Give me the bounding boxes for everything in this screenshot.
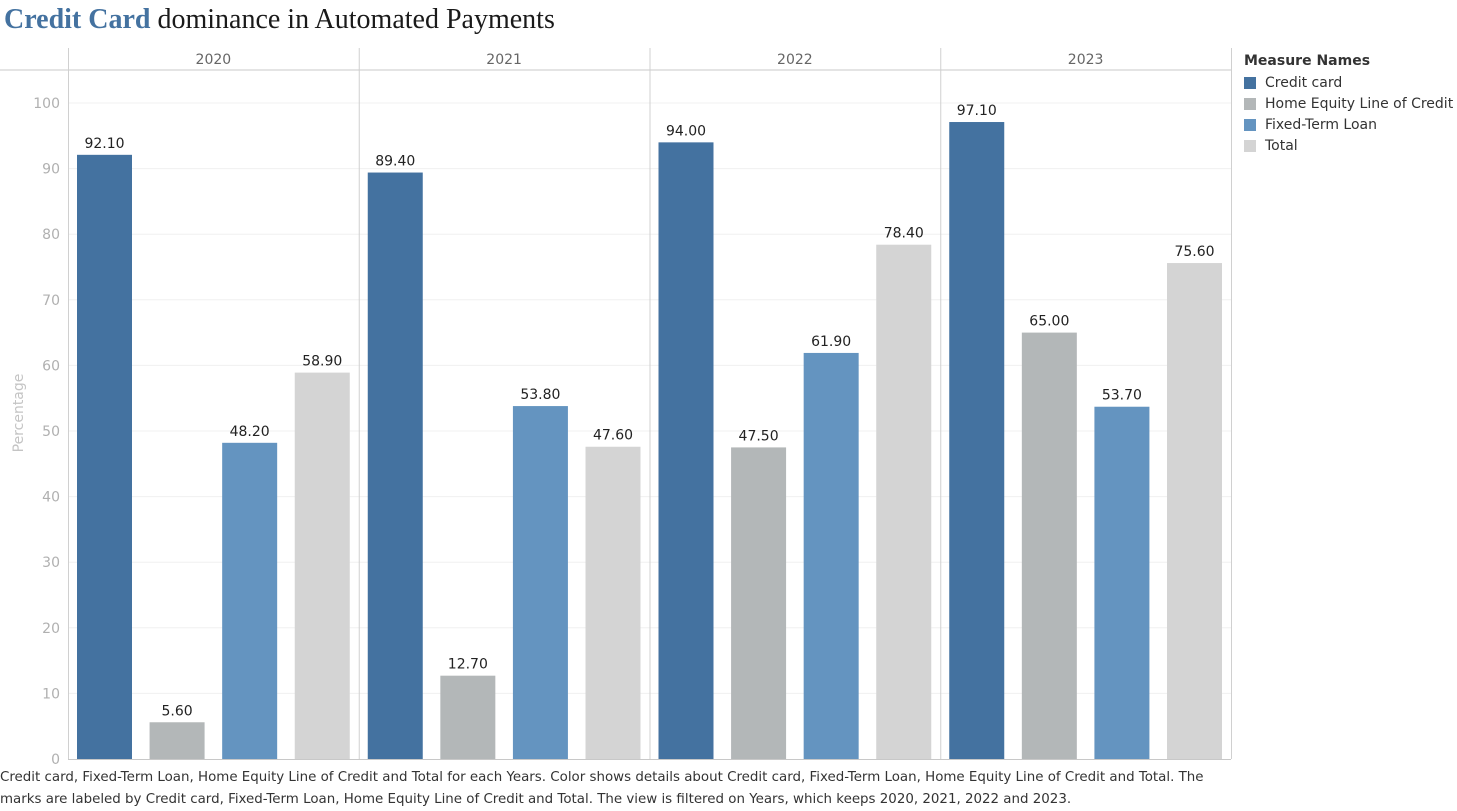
- legend-item-credit-card[interactable]: Credit card: [1244, 72, 1453, 93]
- y-tick-label-40: 40: [42, 490, 60, 506]
- data-label-fixed-term-loan-2022: 61.90: [811, 334, 851, 350]
- bar-home-equity-line-of-credit-2022: [731, 447, 787, 759]
- bar-total-2022: [876, 244, 932, 760]
- bar-home-equity-line-of-credit-2021: [440, 675, 496, 759]
- bar-home-equity-line-of-credit-2023: [1021, 332, 1077, 759]
- legend-item-total[interactable]: Total: [1244, 135, 1453, 156]
- column-header-2022: 2022: [777, 52, 813, 68]
- data-label-credit-card-2023: 97.10: [957, 103, 997, 119]
- chart-caption: Credit card, Fixed-Term Loan, Home Equit…: [0, 770, 1204, 807]
- y-tick-label-60: 60: [42, 358, 60, 374]
- bar-fixed-term-loan-2020: [222, 442, 278, 759]
- legend[interactable]: Measure Names Credit card Home Equity Li…: [1244, 53, 1453, 156]
- data-label-total-2022: 78.40: [884, 226, 924, 242]
- data-label-total-2023: 75.60: [1174, 244, 1214, 260]
- legend-item-fixed-term-loan[interactable]: Fixed-Term Loan: [1244, 114, 1453, 135]
- legend-swatch-credit-card: [1244, 76, 1256, 89]
- y-tick-label-50: 50: [42, 424, 60, 440]
- legend-label-total: Total: [1265, 137, 1298, 154]
- data-label-total-2020: 58.90: [302, 354, 342, 370]
- chart-title-highlight: Credit Card: [4, 4, 151, 35]
- data-label-fixed-term-loan-2020: 48.20: [230, 424, 270, 440]
- data-label-home-equity-line-of-credit-2022: 47.50: [739, 428, 779, 444]
- legend-item-home-equity[interactable]: Home Equity Line of Credit: [1244, 93, 1453, 114]
- legend-title: Measure Names: [1244, 53, 1371, 69]
- data-label-total-2021: 47.60: [593, 428, 633, 444]
- legend-swatch-total: [1244, 139, 1256, 152]
- bar-fixed-term-loan-2022: [803, 352, 859, 759]
- column-header-2023: 2023: [1068, 52, 1104, 68]
- bar-total-2023: [1167, 263, 1222, 759]
- chart-title: Credit Card dominance in Automated Payme…: [4, 4, 555, 36]
- bar-credit-card-2020: [77, 154, 132, 760]
- bar-home-equity-line-of-credit-2020: [149, 722, 205, 759]
- legend-label-fixed-term-loan: Fixed-Term Loan: [1265, 116, 1377, 133]
- y-tick-label-70: 70: [42, 293, 60, 309]
- data-label-home-equity-line-of-credit-2023: 65.00: [1029, 314, 1069, 330]
- column-header-2020: 2020: [196, 52, 232, 68]
- bar-credit-card-2023: [949, 122, 1005, 760]
- bar-fixed-term-loan-2023: [1094, 406, 1150, 759]
- y-tick-label-100: 100: [33, 96, 60, 112]
- legend-label-home-equity: Home Equity Line of Credit: [1265, 95, 1454, 112]
- bar-credit-card-2021: [367, 172, 423, 759]
- bar-total-2020: [294, 372, 350, 759]
- data-label-home-equity-line-of-credit-2020: 5.60: [161, 703, 192, 719]
- data-label-credit-card-2020: 92.10: [84, 136, 124, 152]
- data-label-credit-card-2021: 89.40: [375, 154, 415, 170]
- y-tick-label-20: 20: [42, 621, 60, 637]
- y-tick-label-80: 80: [42, 227, 60, 243]
- y-tick-label-30: 30: [42, 555, 60, 571]
- data-label-credit-card-2022: 94.00: [666, 123, 706, 139]
- legend-swatch-home-equity: [1244, 97, 1256, 110]
- bar-fixed-term-loan-2021: [512, 406, 568, 759]
- column-header-2021: 2021: [486, 52, 522, 68]
- y-tick-label-10: 10: [42, 686, 60, 702]
- bar-credit-card-2022: [658, 142, 714, 760]
- legend-label-credit-card: Credit card: [1265, 74, 1343, 91]
- y-tick-label-90: 90: [42, 162, 60, 178]
- y-tick-label-0: 0: [51, 752, 60, 768]
- legend-swatch-fixed-term-loan: [1244, 118, 1256, 131]
- bar-chart: 0 10 20 30 40 50 60 70 80 90 100 Percentage 2020 2021…: [0, 48, 1232, 768]
- data-label-fixed-term-loan-2021: 53.80: [520, 387, 560, 403]
- data-label-fixed-term-loan-2023: 53.70: [1102, 388, 1142, 404]
- data-label-home-equity-line-of-credit-2021: 12.70: [448, 657, 488, 673]
- chart-title-rest: dominance in Automated Payments: [150, 4, 555, 35]
- y-axis-title: Percentage: [11, 374, 27, 453]
- bar-total-2021: [585, 446, 641, 759]
